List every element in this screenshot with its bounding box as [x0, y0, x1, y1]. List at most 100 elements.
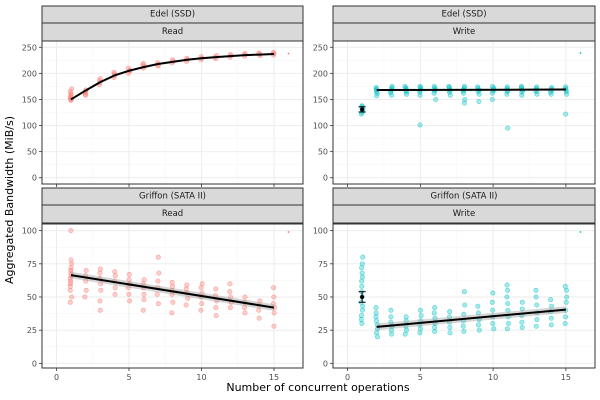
data-point	[256, 315, 262, 321]
data-point	[519, 299, 525, 305]
data-point	[112, 269, 118, 275]
trend-line	[70, 53, 275, 101]
data-point	[534, 302, 540, 308]
data-point	[184, 282, 190, 288]
panel-2: Edel (SSD)Write050100150200250051015	[313, 5, 596, 198]
data-point	[564, 294, 570, 300]
data-point	[475, 322, 481, 328]
data-point	[67, 89, 73, 95]
strip-machine-label: Griffon (SATA II)	[431, 192, 498, 202]
y-tick-label: 50	[27, 148, 37, 157]
data-point	[169, 310, 175, 316]
data-point	[183, 302, 189, 308]
data-point	[198, 307, 204, 313]
data-point	[67, 287, 73, 293]
data-point	[112, 291, 118, 297]
data-point	[69, 261, 75, 267]
data-point	[490, 290, 496, 296]
data-point	[213, 313, 219, 319]
data-point	[563, 299, 569, 305]
data-point	[213, 286, 219, 292]
data-point	[388, 307, 394, 313]
x-tick-label: 10	[488, 373, 498, 382]
y-tick-label: 25	[318, 326, 328, 335]
data-point	[491, 326, 497, 332]
data-point	[461, 289, 467, 295]
data-point	[199, 301, 205, 307]
data-point	[154, 291, 160, 297]
data-point	[549, 303, 555, 309]
data-point	[489, 299, 495, 305]
strip-operation-label: Write	[453, 27, 475, 37]
y-tick-label: 250	[22, 43, 37, 52]
data-point	[433, 96, 439, 102]
data-point	[67, 275, 73, 281]
trend-line	[70, 274, 275, 309]
strip-operation	[41, 204, 304, 224]
data-point	[83, 287, 89, 293]
y-tick-label: 50	[27, 293, 37, 302]
trend-line	[376, 308, 566, 328]
data-point	[227, 305, 233, 311]
y-axis-title: Aggregated Bandwidth (MiB/s)	[3, 116, 16, 284]
y-tick-label: 0	[32, 174, 37, 183]
strip-machine-label: Edel (SSD)	[150, 10, 195, 20]
y-tick-label: 75	[318, 260, 328, 269]
x-tick-label: 0	[345, 373, 350, 382]
summary-point	[360, 294, 365, 299]
y-tick-label: 50	[318, 148, 328, 157]
data-point	[271, 294, 277, 300]
x-tick-label: 5	[418, 373, 423, 382]
data-point	[373, 84, 379, 90]
data-point	[489, 96, 495, 102]
panel-1: Edel (SSD)Read050100150200250051015	[22, 5, 304, 198]
data-point	[505, 307, 511, 313]
data-point	[155, 278, 161, 284]
data-point	[227, 289, 233, 295]
data-point	[519, 306, 525, 312]
data-point	[519, 319, 525, 325]
data-point	[242, 310, 248, 316]
data-point	[155, 301, 161, 307]
data-point	[242, 294, 248, 300]
y-tick-label: 100	[22, 122, 37, 131]
data-point	[533, 294, 539, 300]
data-point	[155, 254, 161, 260]
data-point	[534, 317, 540, 323]
data-point	[68, 270, 74, 276]
data-point	[475, 310, 481, 316]
data-point	[97, 266, 103, 272]
data-point	[83, 267, 89, 273]
data-point	[505, 287, 511, 293]
data-point	[404, 327, 410, 333]
outlier-point	[287, 231, 290, 233]
data-point	[447, 330, 453, 336]
data-point	[360, 274, 366, 280]
strip-operation	[332, 204, 596, 224]
data-point	[98, 281, 104, 287]
x-tick-label: 5	[126, 373, 131, 382]
strip-operation-label: Read	[162, 209, 183, 219]
outlier-point	[579, 231, 582, 233]
outlier-point	[579, 52, 582, 54]
data-point	[431, 310, 437, 316]
y-tick-label: 200	[313, 69, 328, 78]
data-point	[359, 278, 365, 284]
data-point	[461, 83, 467, 89]
data-point	[446, 83, 452, 89]
y-tick-label: 0	[32, 359, 37, 368]
data-point	[518, 83, 524, 89]
data-point	[126, 291, 132, 297]
data-point	[127, 298, 133, 304]
y-tick-label: 100	[313, 227, 328, 236]
data-point	[141, 277, 147, 283]
y-tick-label: 150	[22, 95, 37, 104]
data-point	[68, 257, 74, 263]
data-point	[98, 287, 104, 293]
data-point	[270, 301, 276, 307]
data-point	[358, 317, 364, 323]
data-point	[431, 83, 437, 89]
x-tick-label: 0	[54, 373, 59, 382]
data-point	[548, 297, 554, 303]
data-point	[68, 265, 74, 271]
